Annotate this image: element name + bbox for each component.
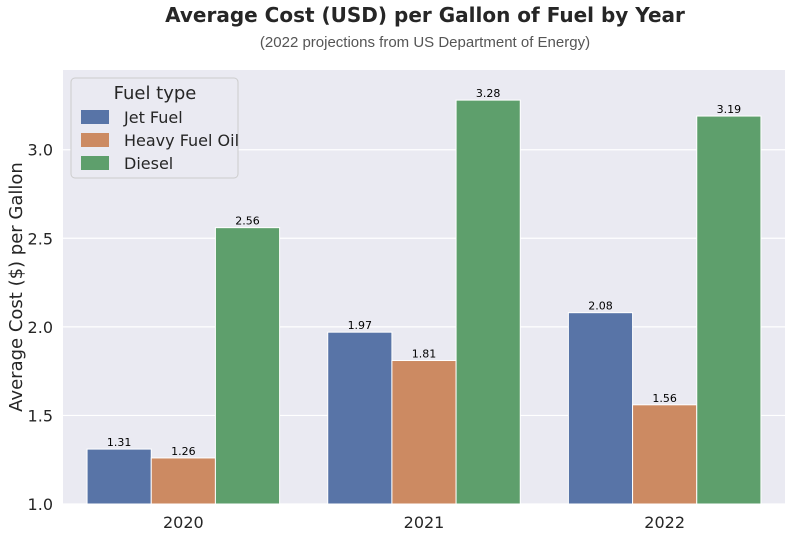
- bar: [214, 227, 281, 505]
- legend-label: Jet Fuel: [123, 108, 183, 127]
- bar: [86, 448, 152, 505]
- legend-swatch: [81, 110, 109, 124]
- data-label: 1.56: [652, 392, 677, 405]
- data-label: 2.08: [588, 300, 613, 313]
- data-label: 3.19: [717, 103, 742, 116]
- data-label: 2.56: [235, 215, 260, 228]
- bars: [86, 99, 762, 505]
- legend-box: [70, 77, 239, 179]
- y-tick-label: 2.5: [28, 229, 53, 248]
- chart-title: Average Cost (USD) per Gallon of Fuel by…: [165, 3, 685, 27]
- y-tick-label: 3.0: [28, 141, 53, 160]
- data-label: 1.26: [171, 445, 196, 458]
- legend-swatch: [81, 156, 109, 170]
- x-tick-label: 2022: [644, 513, 685, 532]
- chart-subtitle: (2022 projections from US Department of …: [260, 34, 590, 51]
- legend-label: Diesel: [124, 154, 173, 173]
- bar: [455, 99, 521, 505]
- bar: [567, 312, 634, 505]
- legend: Fuel type Jet Fuel Heavy Fuel Oil Diesel: [70, 77, 239, 179]
- y-axis-label: Average Cost ($) per Gallon: [6, 162, 27, 412]
- x-tick-label: 2020: [163, 513, 204, 532]
- legend-swatch: [81, 133, 109, 147]
- data-label: 3.28: [476, 87, 501, 100]
- legend-title: Fuel type: [114, 83, 197, 104]
- y-tick-label: 1.5: [28, 406, 53, 425]
- y-tick-label: 2.0: [28, 318, 53, 337]
- legend-label: Heavy Fuel Oil: [124, 131, 239, 150]
- y-tick-label: 1.0: [28, 495, 53, 514]
- x-tick-label: 2021: [404, 513, 445, 532]
- bar: [696, 115, 762, 505]
- data-label: 1.31: [107, 436, 132, 449]
- value-labels: 1.31 1.26 2.56 1.97 1.81 3.28 2.08 1.56 3.19: [107, 87, 741, 458]
- bar: [632, 404, 698, 505]
- bar: [150, 457, 216, 505]
- x-axis-ticks: 2020 2021 2022: [163, 513, 685, 532]
- data-label: 1.97: [348, 319, 373, 332]
- data-label: 1.81: [412, 348, 437, 361]
- bar: [327, 331, 393, 505]
- bar: [391, 360, 457, 505]
- y-axis-ticks: 1.0 1.5 2.0 2.5 3.0: [28, 141, 53, 514]
